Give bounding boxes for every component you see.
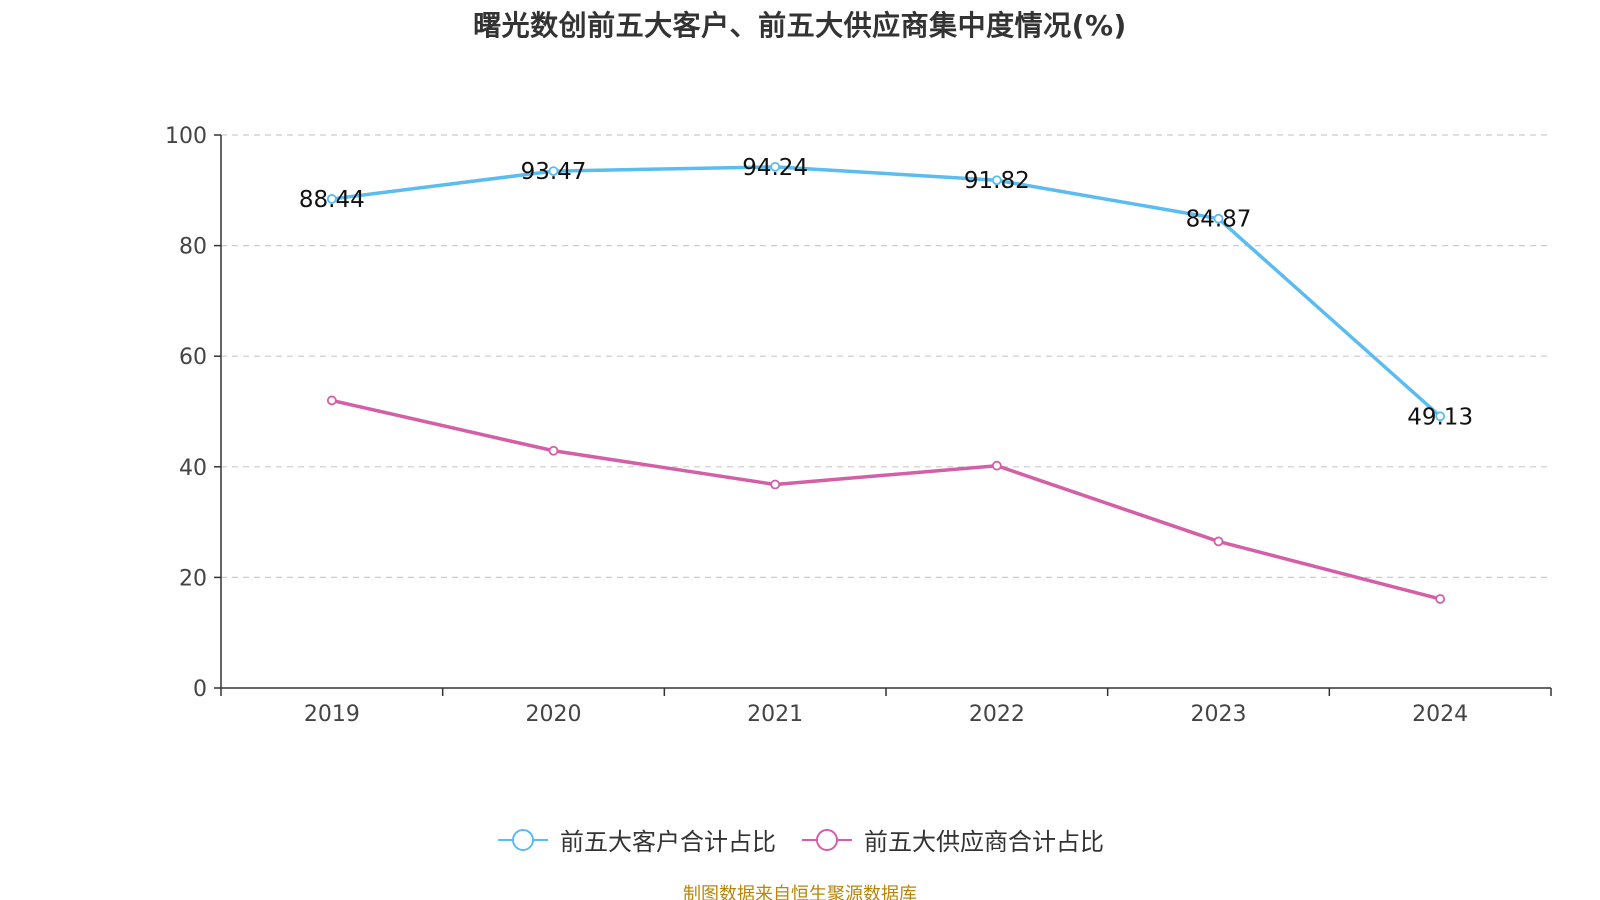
y-tick-label: 100 [165, 124, 207, 149]
axes: 0 20 40 60 80 100 2019 2020 2021 2022 2023 2024 [165, 124, 1552, 727]
legend: 前五大客户合计占比 前五大供应商合计占比 [0, 822, 1600, 857]
x-tick-label: 2022 [969, 702, 1025, 727]
data-point [548, 445, 559, 456]
data-point [326, 194, 337, 204]
data-point [1213, 536, 1224, 547]
data-point [991, 175, 1002, 186]
data-label: 49.13 [1407, 404, 1473, 430]
legend-label-suppliers: 前五大供应商合计占比 [864, 828, 1104, 856]
series-line [331, 165, 1442, 418]
legend-line-circle-icon [498, 828, 548, 851]
data-point [770, 479, 781, 490]
legend-item-suppliers[interactable]: 前五大供应商合计占比 [800, 822, 1104, 857]
data-label: 91.82 [964, 168, 1030, 194]
data-source-note: 制图数据来自恒生聚源数据库 [683, 884, 917, 900]
data-label: 94.24 [742, 155, 808, 181]
x-tick-label: 2021 [747, 702, 803, 727]
y-tick-label: 80 [179, 235, 207, 260]
data-point [548, 166, 559, 177]
data-point [1435, 411, 1446, 422]
data-label: 93.47 [521, 159, 587, 185]
data-point [1213, 213, 1224, 224]
y-tick-label: 0 [193, 677, 207, 702]
legend-line-circle-icon [802, 828, 852, 851]
x-tick-label: 2019 [304, 702, 360, 727]
y-tick-label: 60 [179, 345, 207, 370]
data-point [326, 395, 337, 406]
x-tick-label: 2023 [1191, 702, 1247, 727]
x-tick-label: 2024 [1412, 702, 1468, 727]
data-labels: 88.44 93.47 94.24 91.82 84.87 49.13 [299, 155, 1473, 430]
legend-item-customers[interactable]: 前五大客户合计占比 [496, 822, 776, 857]
data-point [770, 161, 781, 172]
y-tick-label: 40 [179, 456, 207, 481]
data-point [1435, 594, 1446, 604]
legend-label-customers: 前五大客户合计占比 [560, 828, 776, 856]
data-label: 84.87 [1186, 207, 1252, 233]
data-point [991, 460, 1002, 471]
y-tick-label: 20 [179, 566, 207, 591]
chart-title: 曙光数创前五大客户、前五大供应商集中度情况(%) [473, 9, 1127, 42]
series-line [331, 398, 1441, 601]
data-label: 88.44 [299, 187, 365, 213]
x-tick-label: 2020 [526, 702, 582, 727]
series-lines [326, 161, 1446, 604]
grid-lines [221, 134, 1551, 579]
